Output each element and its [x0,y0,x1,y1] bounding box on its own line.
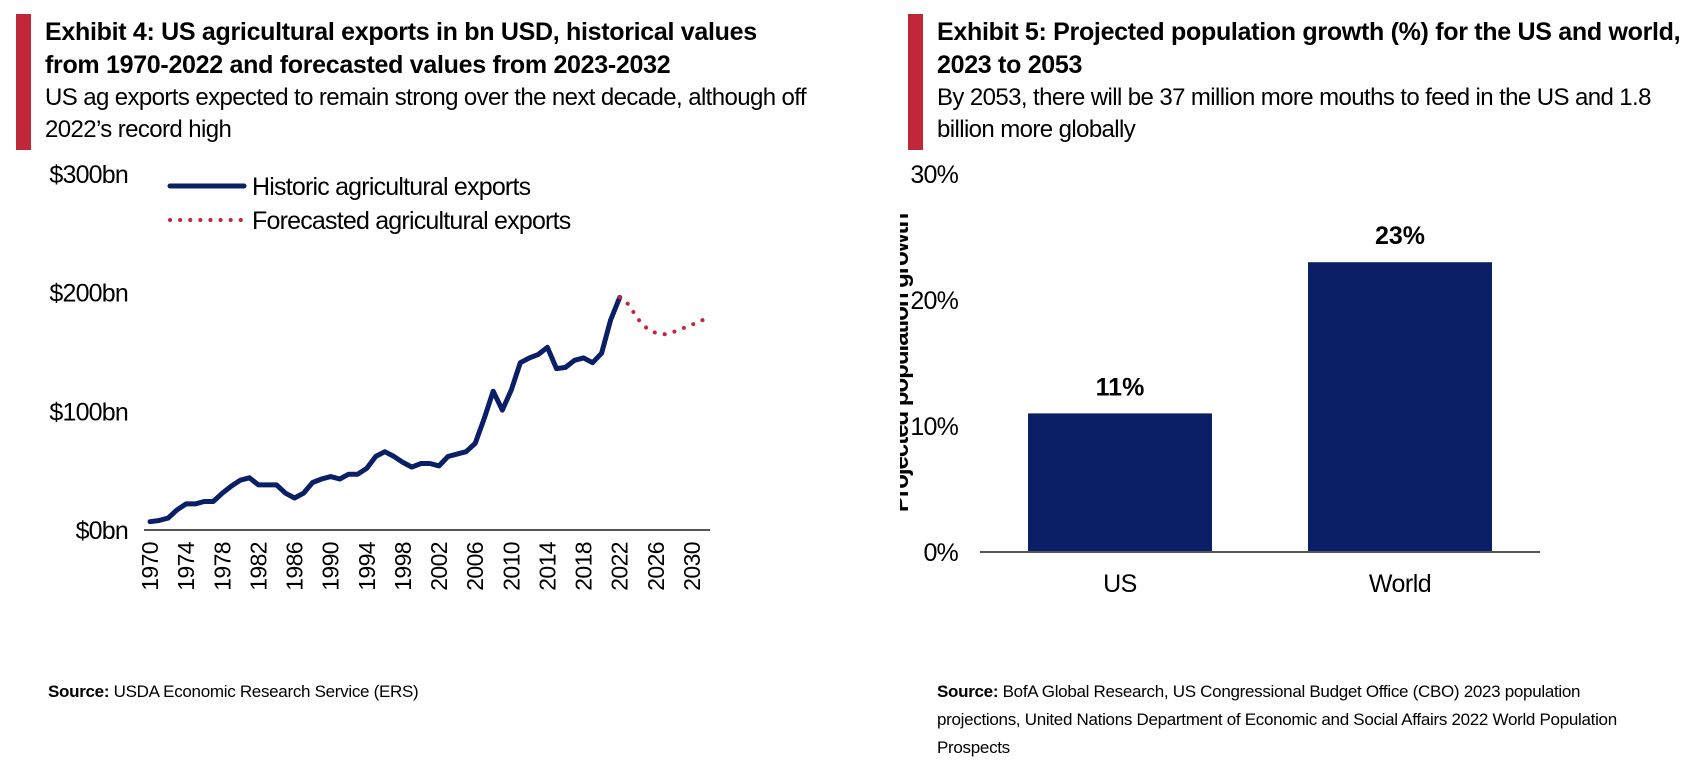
exhibit-5-panel: Exhibit 5: Projected population growth (… [900,0,1700,770]
x-tick-label: 2030 [679,542,705,591]
exhibit-4-source: Source: USDA Economic Research Service (… [48,678,828,706]
exhibit-4-panel: Exhibit 4: US agricultural exports in bn… [16,14,828,706]
exhibit-4-accent-bar [16,14,31,150]
x-tick-label: 1990 [318,542,344,591]
exhibit-5-bar-chart: Projected population growth 0%10%20%30% … [900,161,1540,598]
x-tick-label: 1998 [390,542,416,591]
y-tick-label: $200bn [49,280,128,308]
y-tick-label: 10% [910,413,958,441]
y-tick-label: $300bn [49,161,128,189]
y-axis-label: Projected population growth [900,214,914,513]
x-axis-category-labels: US World [1103,570,1432,598]
y-tick-label: 20% [910,287,958,315]
x-tick-label: 1978 [209,542,235,591]
x-tick-label: 2018 [571,542,597,591]
exhibit-4-subtitle: US ag exports expected to remain strong … [45,84,807,143]
category-label: US [1103,570,1137,598]
source-text: USDA Economic Research Service (ERS) [113,682,419,701]
source-text: BofA Global Research, US Congressional B… [937,682,1617,757]
y-tick-label: 30% [910,161,958,189]
x-tick-label: 1994 [354,541,380,591]
legend-label: Historic agricultural exports [252,173,531,201]
exhibit-5-accent-bar [908,14,923,150]
bar-value-label: 11% [1096,373,1145,401]
bar-world [1308,262,1492,552]
exhibit-4-title: Exhibit 4: US agricultural exports in bn… [45,18,757,79]
legend: Historic agricultural exports Forecasted … [167,173,572,235]
x-axis-tick-labels: 1970 1974 1978 1982 1986 1990 1994 1998 2002 2006… [137,541,705,591]
x-tick-label: 2022 [607,542,633,591]
x-tick-label: 1982 [245,542,271,591]
x-tick-label: 2010 [498,542,524,591]
source-label: Source: [48,682,110,701]
series-line-historic [147,294,623,525]
x-tick-label: 2014 [534,541,560,591]
x-tick-label: 2026 [643,542,669,591]
y-axis-tick-labels: 0% 10% 20% 30% [910,161,959,567]
x-tick-label: 1970 [137,542,163,591]
bar-us [1028,413,1212,552]
source-label: Source: [937,682,999,701]
series-line-forecast [617,295,712,337]
exhibit-5-title: Exhibit 5: Projected population growth (… [937,18,1681,79]
legend-label: Forecasted agricultural exports [252,207,571,235]
y-tick-label: 0% [923,539,958,567]
x-tick-label: 1986 [282,542,308,591]
y-axis-tick-labels: $0bn $100bn $200bn $300bn [49,161,128,545]
exhibit-5-source: Source: BofA Global Research, US Congres… [937,678,1637,762]
exhibit-4-line-chart: $0bn$100bn$200bn$300bn 1970 1974 1978 1982 1… [49,161,712,591]
y-tick-label: $0bn [76,517,128,545]
series-lines [147,294,712,525]
exhibit-5-subtitle: By 2053, there will be 37 million more m… [937,84,1651,143]
category-label: World [1369,570,1431,598]
bars: 11% 23% [1028,222,1492,552]
bar-value-label: 23% [1375,222,1425,250]
x-tick-label: 2002 [426,542,452,591]
x-tick-label: 1974 [173,541,199,591]
x-tick-label: 2006 [462,542,488,591]
y-tick-label: $100bn [49,398,128,426]
